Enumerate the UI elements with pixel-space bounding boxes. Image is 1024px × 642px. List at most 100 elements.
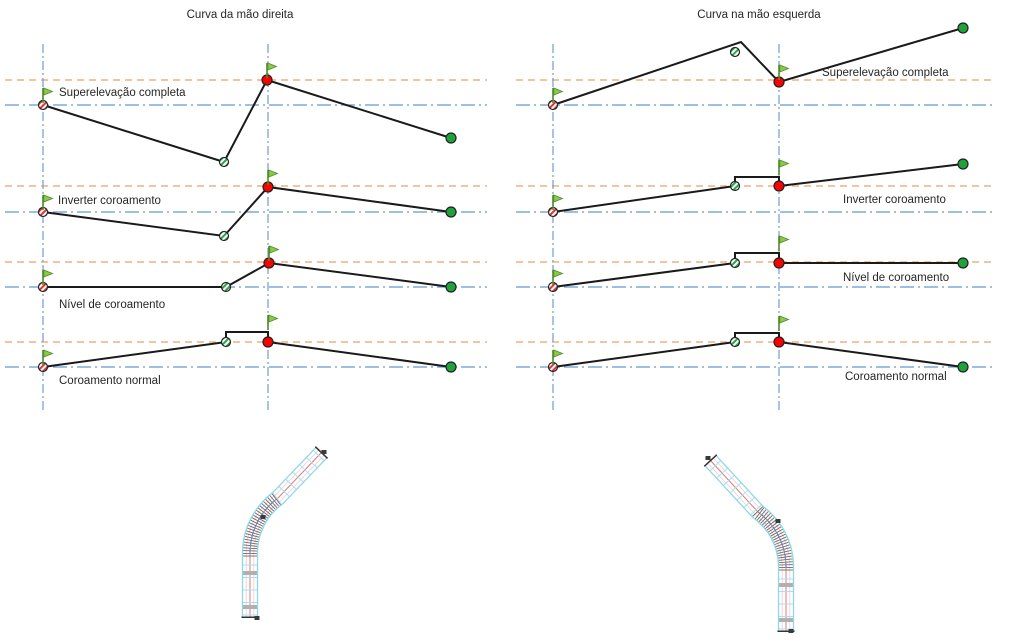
superelevation-profile-line <box>552 27 964 106</box>
plan-view-roads-layer <box>241 446 795 633</box>
flag-icon <box>42 194 54 210</box>
section-tick <box>743 497 756 508</box>
section-tick <box>769 528 784 537</box>
row-label: Nível de coroamento <box>59 299 166 311</box>
station-label-mark <box>321 450 327 454</box>
right-hand-curve-plan <box>241 446 329 620</box>
row-label: Nível de coroamento <box>843 272 950 284</box>
superelevation-profile-line <box>552 163 964 213</box>
alignment-end-tick <box>314 446 329 459</box>
transition-station-marker <box>218 230 230 242</box>
transition-station-marker <box>729 180 741 192</box>
flag-icon <box>42 87 54 103</box>
flag-icon <box>268 245 280 261</box>
critical-station-marker-red <box>773 336 785 348</box>
section-tick <box>773 536 788 544</box>
section-tick <box>246 527 262 534</box>
lane-line <box>253 454 325 618</box>
end-station-marker-green <box>445 132 457 144</box>
end-station-marker-green <box>957 22 969 34</box>
row-label: Coroamento normal <box>845 371 947 383</box>
section-tick <box>775 544 791 550</box>
left-hand-curve-plan <box>703 454 795 633</box>
row-label: Coroamento normal <box>59 375 161 387</box>
curve-centerline-overlay <box>757 510 787 568</box>
end-station-marker-green <box>957 361 969 373</box>
superelevation-profile-line <box>42 78 452 164</box>
transition-station-marker <box>218 156 230 168</box>
flag-icon <box>552 194 564 210</box>
critical-station-marker-red <box>773 180 785 192</box>
end-station-marker-green <box>957 158 969 170</box>
section-tick <box>249 519 264 527</box>
end-station-marker-green <box>445 206 457 218</box>
section-tick <box>768 526 782 535</box>
end-station-marker-green <box>445 281 457 293</box>
station-label-mark <box>260 515 266 519</box>
superelevation-profile-line <box>42 185 452 238</box>
section-tick <box>764 519 777 530</box>
station-label-mark <box>254 616 260 620</box>
critical-station-marker-red <box>262 336 274 348</box>
row-label: Inverter coroamento <box>58 195 161 207</box>
end-station-marker-green <box>957 257 969 269</box>
transition-station-marker <box>729 257 741 269</box>
section-tick <box>716 467 728 479</box>
section-tick <box>778 561 794 564</box>
road-edge-line <box>256 457 328 618</box>
station-label-mark <box>705 456 711 460</box>
transition-station-marker <box>220 281 232 293</box>
section-tick <box>312 449 325 461</box>
superelevation-curves-layer <box>42 27 964 368</box>
flag-icon <box>552 87 564 103</box>
flag-icon <box>267 314 279 330</box>
section-tick <box>285 478 297 490</box>
superelevation-profile-line <box>552 332 964 368</box>
section-tick <box>736 489 749 501</box>
section-tick <box>245 530 261 536</box>
transition-station-marker <box>220 336 232 348</box>
section-tick <box>306 457 318 469</box>
row-label: Inverter coroamento <box>843 194 946 206</box>
flag-icons-layer <box>42 62 790 365</box>
section-tick <box>259 505 272 516</box>
section-tick <box>729 482 742 494</box>
flag-icon <box>778 315 790 331</box>
superelevation-profile-line <box>552 252 964 288</box>
station-label-mark <box>788 629 794 633</box>
section-tick <box>264 498 277 511</box>
road-edge-line <box>241 446 317 618</box>
row-label: Superelevação completa <box>822 67 949 79</box>
transition-station-marker <box>729 336 741 348</box>
flag-icon <box>778 235 790 251</box>
section-tick <box>299 464 311 476</box>
superelevation-profile-line <box>42 261 452 288</box>
alignment-end-tick <box>703 454 718 467</box>
flag-icon <box>552 269 564 285</box>
guide-lines-layer <box>5 44 995 412</box>
section-tick <box>777 552 793 557</box>
road-edge-line <box>716 455 795 632</box>
flag-icon <box>267 169 279 185</box>
section-tick <box>242 547 258 550</box>
section-tick <box>252 514 267 523</box>
row-label: Superelevação completa <box>59 87 186 99</box>
station-label-mark <box>775 519 781 523</box>
lane-line <box>708 463 783 632</box>
section-tick <box>759 512 772 525</box>
section-tick <box>754 507 765 520</box>
flag-icon <box>552 349 564 365</box>
section-tick <box>774 541 790 548</box>
section-tick <box>292 471 304 483</box>
section-tick <box>709 460 722 472</box>
superelevation-profile-line <box>42 331 452 368</box>
road-edge-line <box>705 465 780 632</box>
flag-icon <box>266 62 278 78</box>
panel-title-left-hand-curve: Curva na mão esquerda <box>697 9 821 21</box>
section-tick <box>750 504 762 516</box>
section-tick <box>271 493 282 506</box>
section-tick <box>272 492 283 505</box>
section-tick <box>772 533 787 541</box>
panel-title-right-hand-curve: Curva da mão direita <box>186 9 294 21</box>
